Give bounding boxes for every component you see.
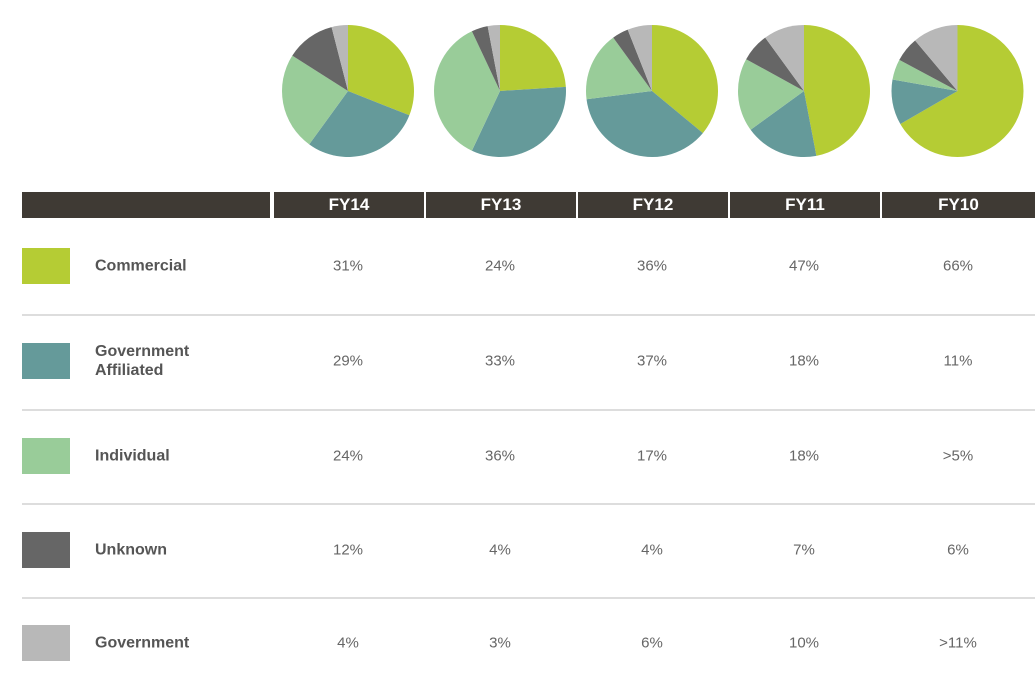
legend-swatch [22, 343, 70, 379]
cell-value: 7% [793, 541, 815, 559]
pie-slice [915, 25, 958, 91]
pie-slice [892, 59, 958, 91]
row-label: Government Affiliated [95, 343, 190, 379]
legend-swatch [22, 438, 70, 474]
pie-slice [900, 25, 1024, 157]
pie-slice [652, 25, 718, 134]
cell-value: 24% [332, 447, 364, 465]
cell-value: 36% [636, 257, 668, 275]
row-label: Commercial [95, 257, 187, 275]
pie-slice [738, 59, 804, 130]
cell-value: >11% [939, 634, 977, 652]
cell-value: 4% [641, 541, 663, 559]
cell-value: 3% [489, 634, 511, 652]
pie-slice [292, 27, 348, 92]
cell-value: 29% [332, 352, 364, 370]
column-header: FY13 [426, 192, 576, 218]
cell-value: 4% [489, 541, 511, 559]
cell-value: 10% [788, 634, 820, 652]
column-header: FY10 [882, 192, 1035, 218]
cell-value: 33% [484, 352, 516, 370]
row-separator [22, 408, 1035, 411]
cell-value: 24% [484, 257, 516, 275]
pie-slice [746, 37, 804, 91]
header-blank [22, 192, 270, 218]
row-separator [22, 313, 1035, 316]
pie-slice [471, 26, 500, 92]
pie-slice [487, 25, 500, 91]
cell-value: 4% [337, 634, 359, 652]
legend-swatch [22, 532, 70, 568]
row-label: Unknown [95, 541, 167, 559]
cell-value: 66% [942, 257, 974, 275]
pie-slice [500, 25, 566, 91]
cell-value: 47% [788, 257, 820, 275]
column-header: FY12 [578, 192, 728, 218]
pie-slice [750, 91, 817, 157]
pie-slice [613, 29, 652, 92]
pie-slice [309, 91, 410, 157]
pie-slice [471, 86, 566, 157]
pie-slice [627, 25, 652, 91]
cell-value: 31% [332, 257, 364, 275]
pie-slice [586, 91, 703, 157]
cell-value: 18% [788, 447, 820, 465]
column-header: FY11 [730, 192, 880, 218]
pie-slice [891, 79, 958, 124]
pie-slice [282, 55, 348, 145]
row-separator [22, 503, 1035, 505]
row-separator [22, 596, 1035, 599]
pie-slice [331, 25, 348, 91]
legend-swatch [22, 625, 70, 661]
cell-value: 17% [636, 447, 668, 465]
row-label: Individual [95, 447, 170, 465]
cell-value: 18% [788, 352, 820, 370]
pies [282, 25, 1024, 157]
pie-slice [804, 25, 870, 156]
pie-slice [434, 31, 500, 151]
cell-value: >5% [942, 447, 974, 465]
pie-slice [899, 40, 958, 91]
cell-value: 37% [636, 352, 668, 370]
legend-swatch [22, 248, 70, 284]
pie-slice [586, 37, 652, 100]
cell-value: 6% [641, 634, 663, 652]
cell-value: 36% [484, 447, 516, 465]
row-label: Government [95, 634, 190, 652]
column-header: FY14 [274, 192, 424, 218]
cell-value: 11% [943, 352, 973, 370]
cell-value: 6% [947, 541, 969, 559]
cell-value: 12% [332, 541, 364, 559]
pie-slice [765, 25, 804, 91]
pie-slice [348, 25, 414, 116]
